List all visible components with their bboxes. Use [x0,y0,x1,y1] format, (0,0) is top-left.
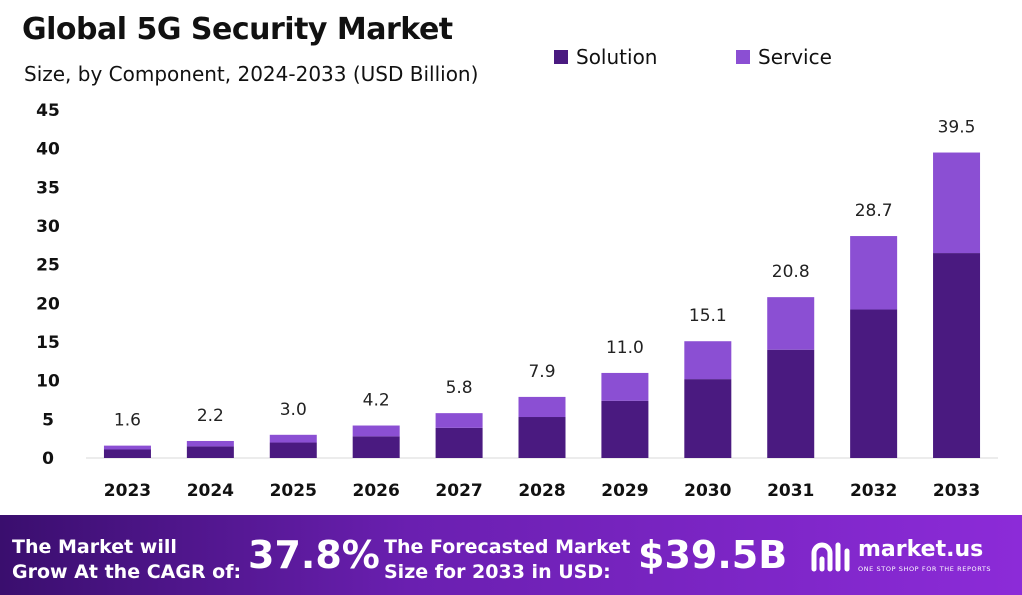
chart-area: Global 5G Security Market Size, by Compo… [22,12,998,501]
y-tick-label: 35 [36,178,60,198]
y-tick-label: 30 [36,217,60,237]
legend-item-service: Service [736,45,918,69]
bar-service-2027 [435,413,483,428]
brand-logo: market.us ONE STOP SHOP FOR THE REPORTS [810,535,1010,579]
bar-service-2024 [186,440,234,447]
data-label-2026: 4.2 [363,391,390,411]
y-tick-label: 45 [36,101,60,121]
bar-service-2025 [269,434,317,443]
stacked-bar-chart: 0510152025303540451.620232.220243.020254… [36,101,998,501]
bar-service-2029 [601,372,649,401]
data-label-2030: 15.1 [689,306,727,326]
brand-tagline: ONE STOP SHOP FOR THE REPORTS [858,565,992,573]
data-label-2024: 2.2 [197,406,224,426]
x-tick-label-2030: 2030 [684,481,731,501]
market-us-logo-icon [811,542,850,572]
x-tick-label-2023: 2023 [104,481,151,501]
data-label-2027: 5.8 [446,378,473,398]
data-label-2029: 11.0 [606,338,644,358]
y-tick-label: 10 [36,372,60,392]
x-tick-label-2028: 2028 [518,481,565,501]
legend-label-solution: Solution [576,45,658,69]
bar-solution-2032 [850,309,898,458]
cagr-value: 37.8% [248,533,380,577]
bar-service-2028 [518,396,566,418]
bar-solution-2026 [352,436,400,458]
y-tick-label: 40 [36,140,60,160]
legend-item-solution: Solution [554,45,736,69]
x-tick-label-2032: 2032 [850,481,897,501]
bar-solution-2024 [186,446,234,458]
forecast-caption-line1: The Forecasted Market [384,536,631,558]
bar-solution-2027 [435,427,483,458]
y-tick-label: 0 [42,449,54,469]
bar-solution-2033 [933,253,981,458]
bar-service-2033 [933,152,981,254]
cagr-caption-line1: The Market will [12,536,177,558]
bar-service-2023 [103,445,151,450]
data-label-2032: 28.7 [855,201,893,221]
bar-solution-2031 [767,349,815,458]
bar-solution-2030 [684,379,732,458]
x-tick-label-2029: 2029 [601,481,648,501]
x-tick-label-2026: 2026 [353,481,400,501]
data-label-2033: 39.5 [938,118,976,138]
chart-subtitle: Size, by Component, 2024-2033 (USD Billi… [24,62,479,86]
y-tick-label: 20 [36,294,60,314]
chart-title: Global 5G Security Market [22,12,453,47]
bar-solution-2028 [518,417,566,458]
x-tick-label-2027: 2027 [435,481,482,501]
y-tick-label: 15 [36,333,60,353]
legend-label-service: Service [758,45,832,69]
data-label-2031: 20.8 [772,262,810,282]
bar-service-2032 [850,236,898,310]
brand-name: market.us [858,537,984,562]
forecast-value: $39.5B [638,533,788,577]
bar-solution-2029 [601,400,649,458]
data-label-2025: 3.0 [280,400,307,420]
legend-swatch-service [736,50,750,64]
y-tick-label: 5 [42,410,54,430]
x-tick-label-2024: 2024 [187,481,234,501]
data-label-2023: 1.6 [114,411,141,431]
x-tick-label-2025: 2025 [270,481,317,501]
bar-solution-2023 [103,449,151,458]
forecast-caption-line2: Size for 2033 in USD: [384,561,611,583]
bar-solution-2025 [269,442,317,458]
bar-service-2030 [684,341,732,380]
legend-swatch-solution [554,50,568,64]
forecast-caption: The Forecasted Market Size for 2033 in U… [384,535,630,585]
footer-banner: The Market will Grow At the CAGR of: 37.… [0,515,1022,595]
cagr-caption-line2: Grow At the CAGR of: [12,561,242,583]
x-tick-label-2031: 2031 [767,481,814,501]
data-label-2028: 7.9 [528,362,555,382]
bar-service-2031 [767,297,815,350]
legend: Solution Service [554,45,918,69]
x-tick-label-2033: 2033 [933,481,980,501]
cagr-caption: The Market will Grow At the CAGR of: [12,535,241,585]
bar-service-2026 [352,425,400,437]
y-tick-label: 25 [36,256,60,276]
